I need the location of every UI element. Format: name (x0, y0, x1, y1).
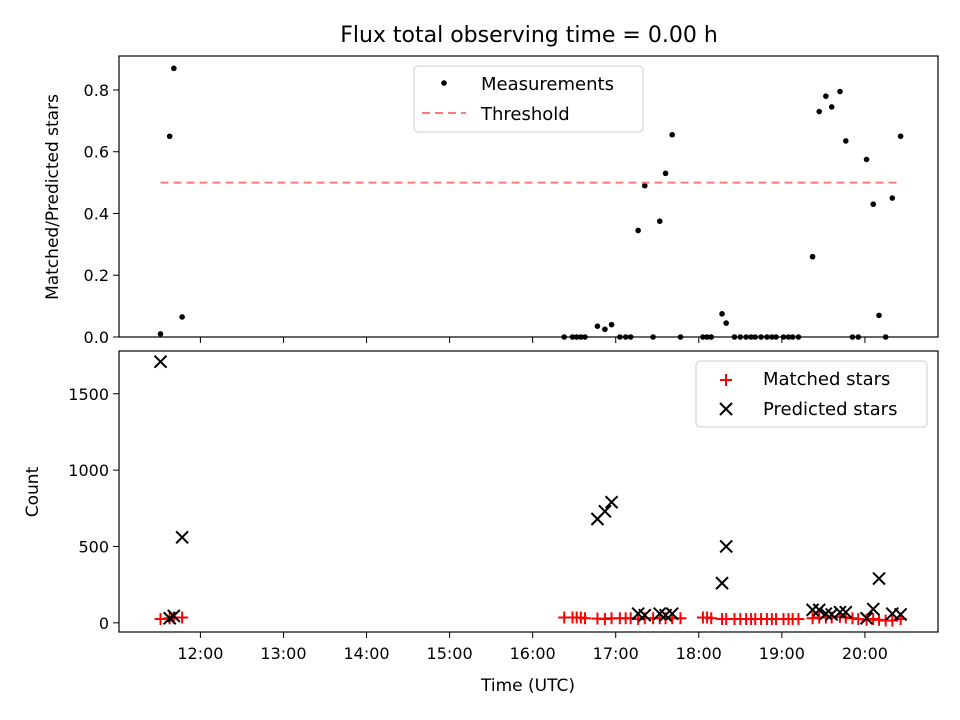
top-axes-frame (118, 55, 939, 338)
chart-title: Flux total observing time = 0.00 h (340, 23, 718, 48)
matched-star-marker (176, 611, 189, 624)
top-y-tick-label: 0.6 (84, 143, 109, 162)
top-plot-area: 0.0 0.2 0.4 0.6 0.8 (84, 65, 904, 347)
measurement-point (719, 311, 725, 317)
predicted-star-marker (812, 603, 826, 617)
predicted-star-marker (833, 605, 847, 619)
predicted-star-marker (872, 571, 886, 586)
matched-star-marker (578, 612, 591, 625)
predicted-star-marker (824, 607, 839, 622)
x-axis-label: Time (UTC) (480, 676, 575, 696)
measurement-point (171, 65, 177, 72)
legend-matched-marker (720, 374, 732, 386)
measurement-point (166, 133, 173, 140)
legend-measurements-marker (441, 80, 447, 86)
top-y-tick-label: 0.0 (84, 328, 109, 347)
bottom-y-tick-label: 500 (78, 537, 109, 556)
bottom-x-tick-label: 16:00 (510, 644, 556, 663)
measurement-point (828, 104, 835, 110)
top-y-tick-label: 0.4 (84, 204, 109, 223)
matched-star-marker (886, 614, 899, 627)
bottom-plot-area: 0 500 1000 1500 12:00 13:00 14:00 15:00 16:00 17:… (68, 354, 908, 663)
top-panel: Matched/Predicted stars 0.00.20.40.60.8 … (43, 55, 939, 347)
top-legend: Measurements Threshold (413, 65, 644, 133)
predicted-star-marker (719, 539, 733, 554)
measurement-point (723, 320, 729, 326)
measurement-point (656, 218, 663, 225)
bottom-y-tick-label: 1500 (68, 385, 109, 404)
bottom-x-tick-label: 12:00 (177, 644, 223, 663)
measurement-point (809, 253, 816, 260)
measurement-point (641, 182, 648, 189)
predicted-star-marker (839, 605, 853, 619)
measurement-point (837, 88, 843, 95)
measurement-point (179, 314, 185, 320)
legend-matched-label: Matched stars (763, 369, 890, 390)
bottom-axes-frame (118, 350, 939, 633)
measurement-point (594, 323, 601, 329)
measurement-point (889, 195, 896, 201)
bottom-x-tick-label: 17:00 (593, 644, 639, 663)
predicted-star-marker (638, 608, 652, 622)
top-y-tick-label: 0.8 (84, 81, 109, 100)
measurement-point (823, 93, 829, 99)
predicted-star-marker (598, 504, 612, 519)
predicted-star-marker (866, 602, 880, 616)
bottom-panel: Count Time (UTC) 0 500 1000 1500 12:00 13:00 1… (23, 350, 939, 696)
predicted-star-marker (162, 611, 177, 625)
measurement-point (662, 170, 669, 177)
bottom-y-tick-label: 1000 (68, 461, 109, 480)
bottom-y-axis-label: Count (23, 466, 43, 517)
matched-star-marker (705, 612, 718, 625)
legend-threshold-label: Threshold (480, 104, 570, 125)
bottom-x-tick-label: 14:00 (343, 644, 389, 663)
bottom-x-tick-label: 18:00 (676, 644, 722, 663)
measurement-point (602, 326, 608, 333)
matched-star-marker (792, 613, 805, 626)
bottom-legend: Matched stars Predicted stars (695, 360, 928, 428)
bottom-y-tick-label: 0 (99, 614, 109, 633)
predicted-star-marker (153, 354, 168, 369)
measurement-point (635, 227, 641, 234)
legend-predicted-label: Predicted stars (763, 399, 897, 420)
predicted-star-marker (167, 609, 181, 623)
measurement-point (870, 201, 877, 208)
legend-predicted-marker (719, 402, 733, 416)
measurement-point (863, 156, 870, 163)
measurement-point (876, 312, 882, 319)
bottom-x-tick-label: 13:00 (260, 644, 306, 663)
measurement-point (608, 321, 615, 328)
predicted-star-marker (175, 530, 189, 545)
predicted-star-marker (604, 495, 619, 509)
measurement-point (816, 108, 823, 115)
predicted-star-marker (715, 576, 729, 590)
measurement-point (157, 331, 164, 337)
predicted-star-marker (819, 606, 833, 621)
bottom-x-tick-label: 15:00 (427, 644, 473, 663)
top-y-tick-label: 0.2 (84, 266, 109, 285)
bottom-x-tick-label: 19:00 (759, 644, 805, 663)
top-y-axis-label: Matched/Predicted stars (43, 94, 63, 300)
measurement-point (843, 138, 849, 144)
measurement-point (669, 131, 675, 138)
predicted-star-marker (893, 607, 908, 622)
predicted-star-marker (665, 606, 679, 621)
predicted-star-marker (859, 611, 874, 625)
measurement-point (897, 133, 904, 140)
bottom-x-tick-label: 20:00 (842, 644, 888, 663)
legend-measurements-label: Measurements (481, 74, 614, 95)
